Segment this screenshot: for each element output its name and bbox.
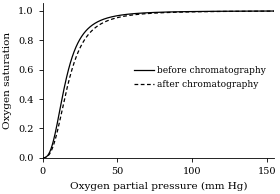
Y-axis label: Oxygen saturation: Oxygen saturation bbox=[3, 32, 13, 129]
before chromatography bbox=[135, 12, 138, 15]
after chromatography bbox=[221, 10, 225, 13]
X-axis label: Oxygen partial pressure (mm Hg): Oxygen partial pressure (mm Hg) bbox=[70, 181, 247, 191]
before chromatography bbox=[221, 10, 225, 12]
after chromatography bbox=[64, 90, 68, 93]
before chromatography bbox=[200, 10, 203, 13]
after chromatography bbox=[273, 10, 276, 12]
after chromatography bbox=[143, 13, 146, 15]
after chromatography bbox=[135, 13, 138, 16]
before chromatography bbox=[64, 78, 68, 80]
after chromatography bbox=[41, 157, 44, 159]
after chromatography bbox=[200, 10, 203, 13]
after chromatography bbox=[226, 10, 229, 13]
Legend: before chromatography, after chromatography: before chromatography, after chromatogra… bbox=[130, 62, 270, 93]
before chromatography bbox=[41, 157, 44, 159]
before chromatography bbox=[273, 10, 276, 12]
before chromatography bbox=[226, 10, 229, 12]
Line: before chromatography: before chromatography bbox=[43, 11, 274, 158]
Line: after chromatography: after chromatography bbox=[43, 11, 274, 158]
before chromatography bbox=[143, 12, 146, 14]
